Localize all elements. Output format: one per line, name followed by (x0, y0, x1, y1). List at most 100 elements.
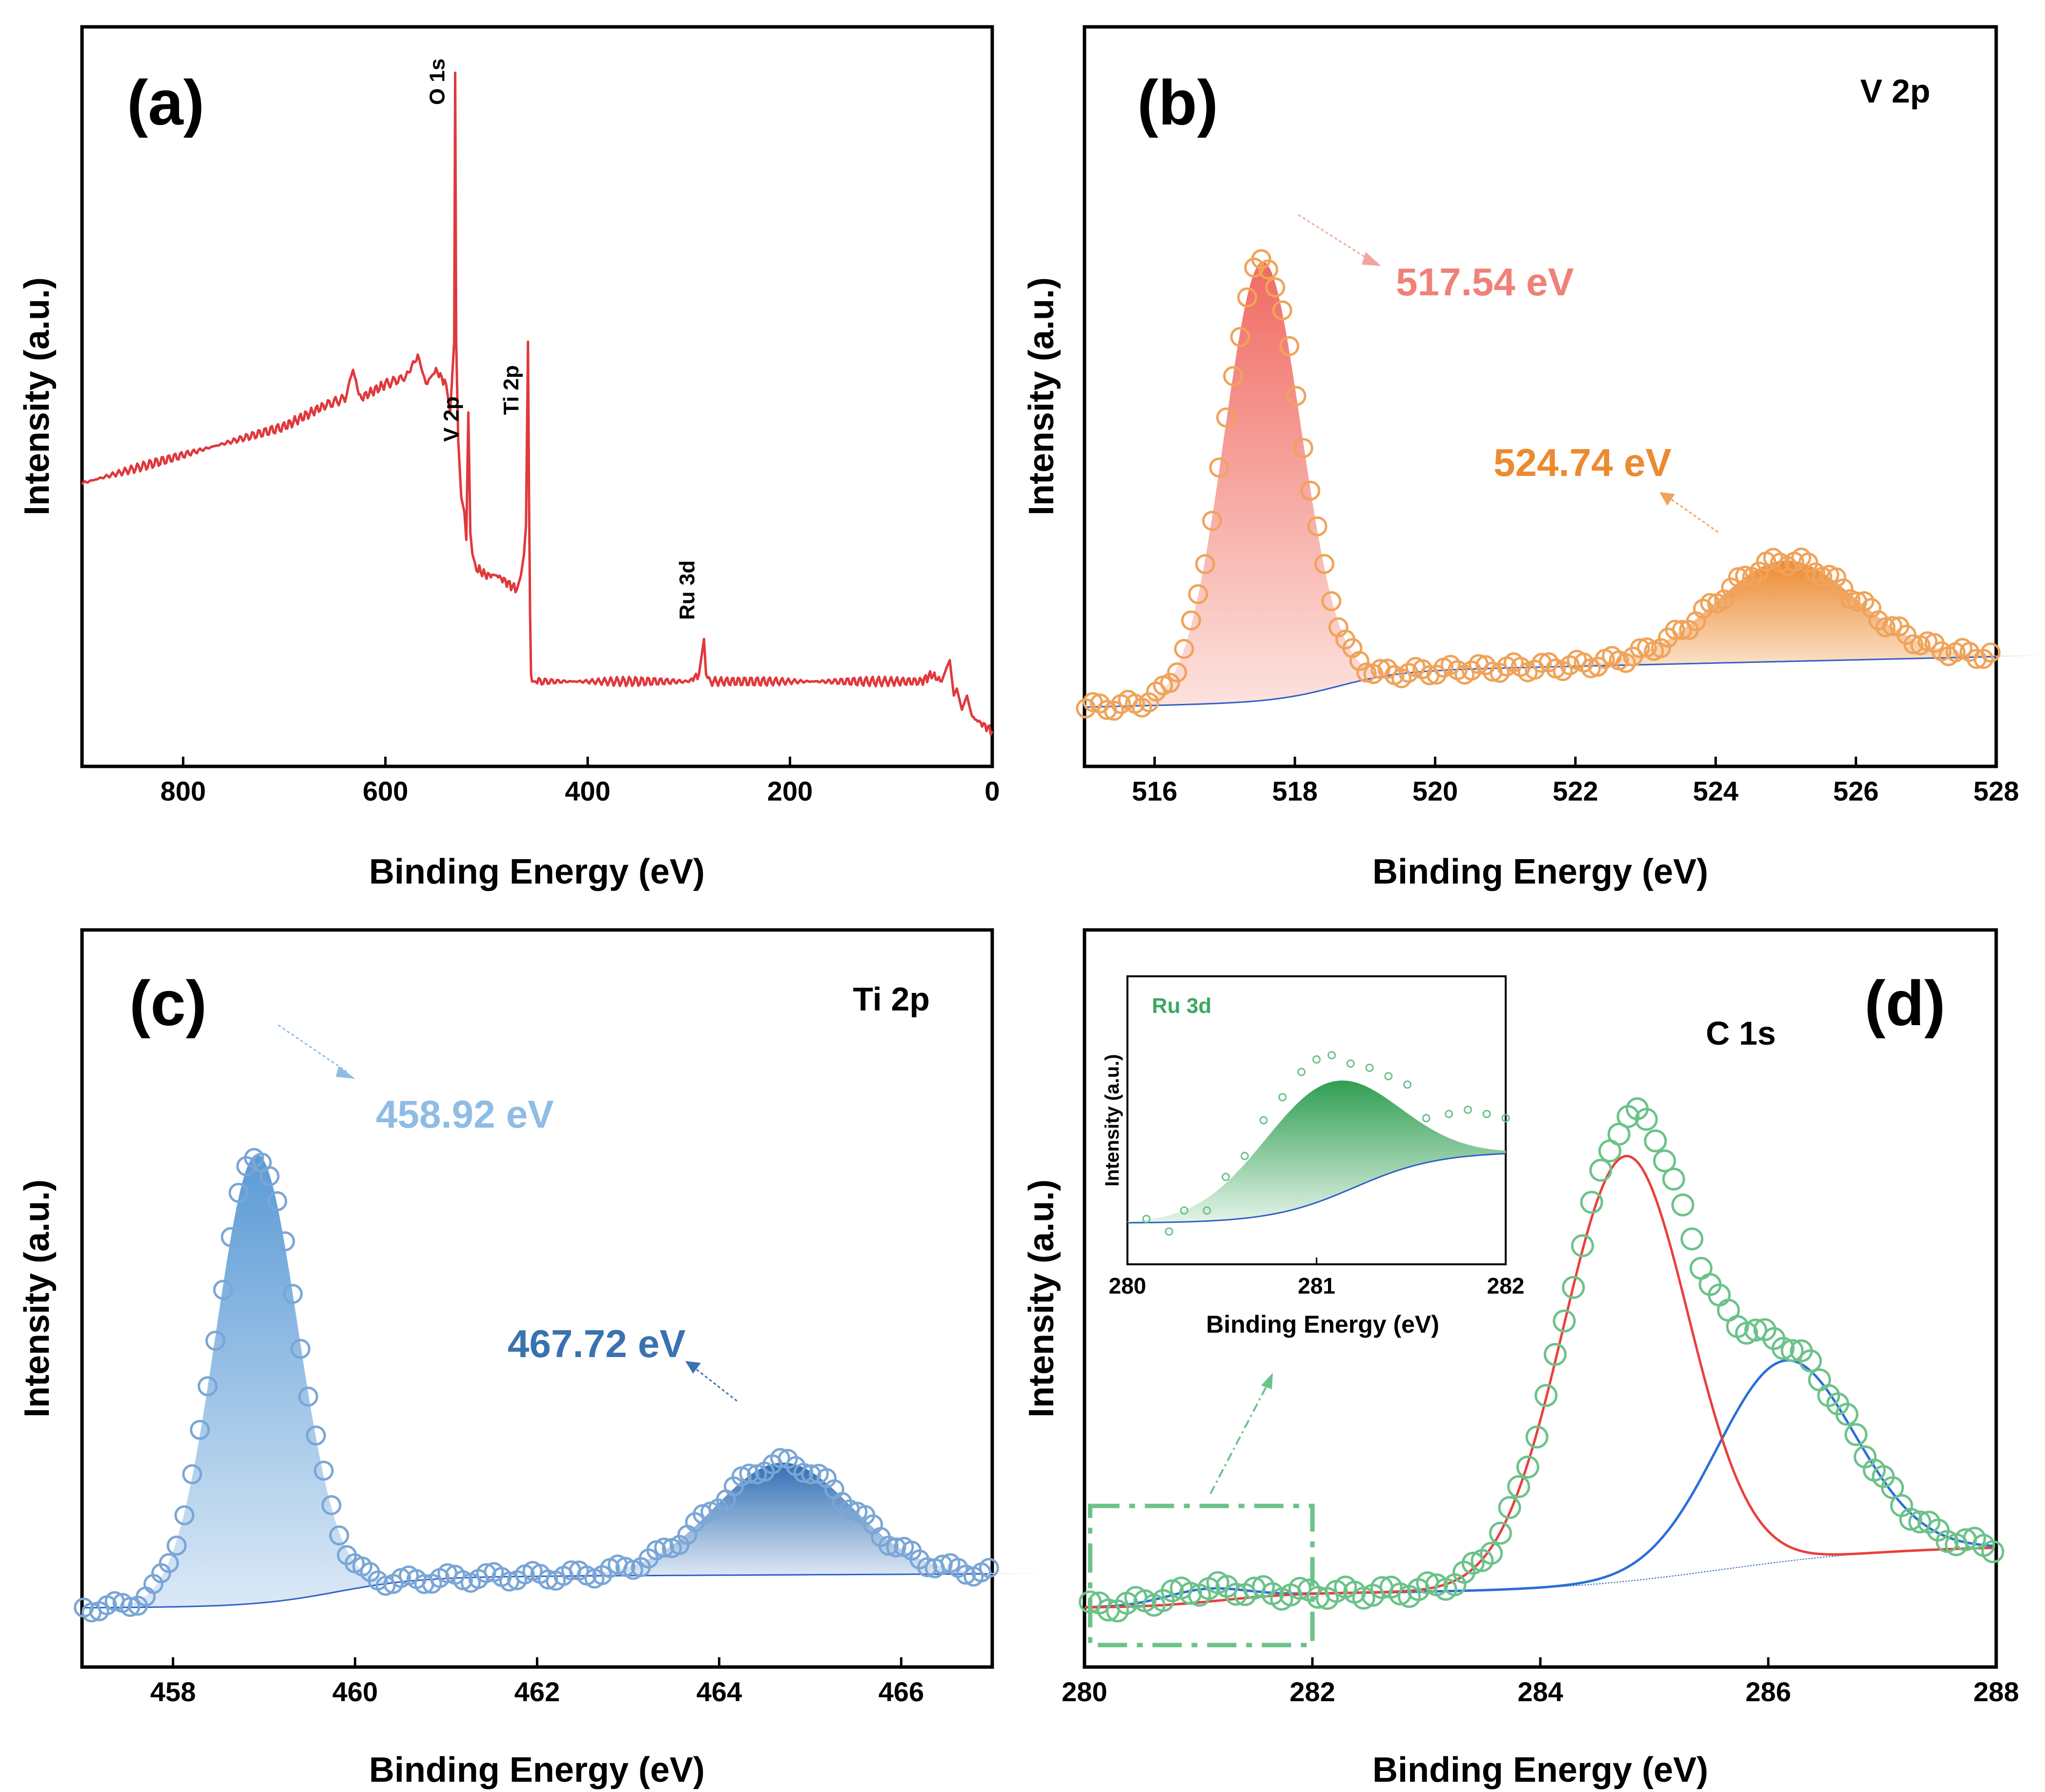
panel-b-data-point (1721, 577, 1741, 598)
panel-c-ylabel: Intensity (a.u.) (18, 1179, 57, 1418)
panel-b-x-tick-label: 526 (1833, 776, 1879, 806)
panel-d-data-point (1525, 1425, 1549, 1449)
panel-b-peak-fill-1 (1101, 261, 1425, 707)
panel-b-data-point (1581, 658, 1601, 679)
panel-d-data-point (1507, 1475, 1531, 1498)
panel-b-data-point (1160, 673, 1180, 693)
panel-a-x-tick-label: 400 (565, 776, 610, 806)
panel-d-data-point (1161, 1579, 1184, 1603)
panel-b-data-point (1174, 639, 1194, 659)
panel-b-data-point (1398, 662, 1419, 683)
panel-d-data-point (1671, 1193, 1695, 1216)
panel-a-ylabel: Intensity (a.u.) (18, 277, 57, 515)
panel-c-ti2p: 458 460 462 464 466 (c) Ti 2p 458.92 eV 467.… (18, 928, 1070, 1790)
panel-d-x-tick-label: 284 (1517, 1676, 1563, 1707)
panel-b-data-point (1223, 366, 1244, 386)
inset-data-point (1365, 1063, 1374, 1072)
panel-b-arrowhead-2 (1659, 492, 1675, 506)
panel-d-data-point (1799, 1349, 1822, 1373)
inset-data-point (1482, 1110, 1491, 1118)
annotation-ti-2p: Ti 2p (499, 365, 523, 415)
panel-b-data-point (1321, 591, 1342, 611)
panel-c-arrow-2 (693, 1366, 737, 1402)
panel-b-data-point (1377, 659, 1398, 679)
panel-b-data-point (1482, 661, 1503, 682)
panel-b-data-point (1735, 565, 1756, 586)
inset-data-point (1312, 1055, 1321, 1064)
panel-d-data-point (1543, 1343, 1567, 1366)
panel-b-data-point (1076, 698, 1096, 719)
panel-b-data-point (1882, 616, 1902, 636)
inset-data-point (1142, 1215, 1151, 1223)
panel-c-x-tick-label: 458 (150, 1676, 196, 1707)
panel-c-peak1-label: 458.92 eV (376, 1092, 554, 1136)
inset-data-point (1346, 1059, 1355, 1068)
panel-c-x-ticks: 458 460 462 464 466 (150, 1657, 924, 1707)
panel-a-x-ticks: 800 600 400 200 0 (161, 757, 1000, 806)
panel-d-zoom-arrow (1209, 1381, 1270, 1494)
panel-c-data-point (878, 1535, 899, 1556)
survey-spectrum-line (81, 71, 994, 736)
inset-data-point (1464, 1105, 1472, 1114)
panel-b-data-point (1875, 617, 1896, 638)
inset-data-point (1278, 1093, 1287, 1102)
panel-b-data-point (1265, 277, 1286, 298)
panel-d-x-ticks: 280 282 284 286 288 (1062, 1657, 2019, 1707)
inset-background-line (1127, 1153, 1506, 1224)
panel-b-data-point (1167, 662, 1187, 682)
inset-data-point (1297, 1068, 1306, 1076)
panel-b-data-point (1104, 700, 1124, 721)
panel-b-data-point (1314, 554, 1334, 574)
panel-a-x-tick-label: 200 (767, 776, 813, 806)
panel-b-data-point (1202, 511, 1222, 531)
panel-b-data-point (1693, 598, 1713, 619)
panel-b-arrow-1 (1298, 214, 1372, 262)
inset-data-point (1403, 1080, 1411, 1089)
panel-d-data-point (1516, 1455, 1539, 1479)
panel-c-data-point (159, 1553, 179, 1573)
panel-d-x-tick-label: 282 (1289, 1676, 1335, 1707)
panel-d-data-point (1662, 1167, 1685, 1191)
panel-b-data-point (1300, 480, 1321, 501)
panel-d-data-point (1461, 1551, 1485, 1575)
panel-c-peak2-label: 467.72 eV (508, 1322, 686, 1365)
panel-c-x-tick-label: 462 (514, 1676, 560, 1707)
panel-d-data-point (1835, 1402, 1859, 1426)
panel-c-data-point (205, 1331, 225, 1351)
inset-tick-label: 281 (1298, 1273, 1335, 1298)
inset-data-point (1422, 1114, 1431, 1123)
panel-b-data-point (1973, 649, 1994, 669)
panel-a-x-tick-label: 600 (363, 776, 408, 806)
panel-d-data-point (1644, 1129, 1667, 1153)
panel-c-x-tick-label: 464 (696, 1676, 742, 1707)
panel-b-data-point (1307, 516, 1328, 536)
panel-b-peak-fill-2 (1491, 560, 2045, 669)
panel-d-label: (d) (1864, 968, 1945, 1039)
panel-b-data-point (1349, 651, 1370, 671)
panel-c-data-point (329, 1525, 349, 1545)
panel-c-data-point (298, 1386, 318, 1407)
panel-c-data-point (182, 1464, 203, 1484)
panel-b-data-point (1356, 662, 1377, 683)
panel-b-data-point (1749, 561, 1769, 582)
panel-b-x-ticks: 516 518 520 522 524 526 528 (1132, 757, 2019, 806)
panel-c-data-point (321, 1495, 342, 1515)
panel-a-plot-area (81, 71, 994, 736)
panel-d-data-point (1780, 1339, 1804, 1362)
panel-b-data-point (1188, 584, 1208, 604)
panel-d-x-tick-label: 280 (1062, 1676, 1107, 1707)
panel-d-data-point (1498, 1496, 1521, 1519)
panel-c-label: (c) (129, 968, 207, 1039)
panel-b-peak1-label: 517.54 eV (1396, 260, 1574, 304)
panel-d-data-point (1653, 1149, 1676, 1173)
panel-b-data-point (1286, 386, 1307, 406)
panel-d-data-point (1562, 1276, 1585, 1299)
panel-c-data-point (290, 1339, 311, 1359)
panel-d-data-point (1744, 1318, 1767, 1342)
panel-b-data-point (1279, 336, 1300, 356)
panel-a-frame (80, 25, 994, 768)
panel-c-data-point (174, 1505, 195, 1525)
panel-b-x-tick-label: 528 (1973, 776, 2019, 806)
panel-b-title: V 2p (1860, 73, 1930, 110)
inset-xlabel: Binding Energy (eV) (1206, 1311, 1439, 1338)
